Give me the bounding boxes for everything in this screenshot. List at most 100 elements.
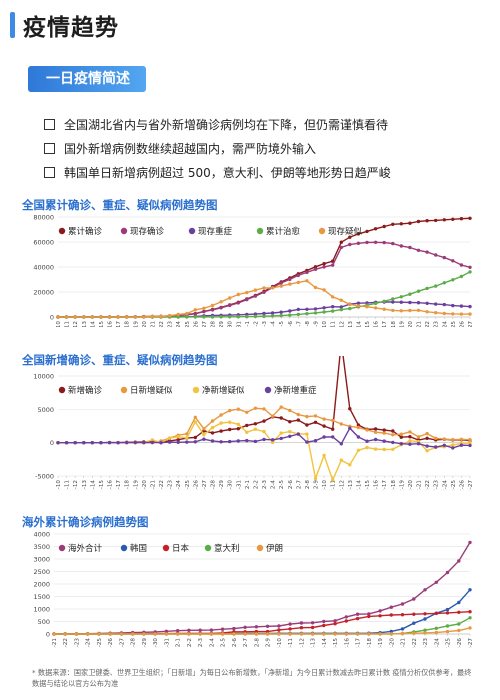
data-point	[313, 311, 318, 315]
data-point	[245, 290, 249, 295]
page-title: 疫情趋势	[23, 15, 119, 41]
data-point	[236, 439, 240, 443]
legend-item: 日本	[162, 543, 190, 554]
x-tick-label: 2-9	[314, 480, 320, 490]
data-point	[288, 429, 292, 434]
data-point	[299, 626, 304, 630]
data-point	[313, 285, 318, 290]
data-point	[262, 407, 266, 411]
data-point	[451, 217, 455, 221]
data-point	[288, 627, 292, 631]
data-point	[408, 221, 412, 225]
data-point	[185, 432, 189, 436]
data-point	[159, 441, 163, 445]
data-point	[236, 407, 240, 411]
x-tick-label: 2-8	[254, 638, 260, 648]
data-point	[442, 437, 446, 441]
x-tick-label: 1-22	[63, 638, 69, 648]
data-point	[210, 439, 215, 443]
data-point	[232, 632, 236, 636]
x-tick-label: 1-19	[133, 321, 139, 327]
data-point	[198, 632, 202, 636]
x-tick-label: 2-14	[356, 321, 362, 327]
x-tick-label: 2-10	[277, 638, 283, 648]
data-point	[348, 235, 352, 239]
data-point	[408, 300, 412, 305]
data-point	[125, 315, 129, 319]
data-point	[457, 628, 461, 633]
x-tick-label: 1-27	[202, 321, 208, 327]
data-point	[468, 270, 472, 274]
data-point	[451, 438, 455, 442]
data-point	[442, 255, 446, 260]
data-point	[310, 621, 315, 625]
x-tick-label: 1-11	[65, 480, 71, 490]
data-point	[299, 621, 304, 625]
data-point	[97, 632, 101, 636]
data-point	[270, 314, 275, 318]
data-point	[219, 300, 223, 304]
data-point	[133, 440, 137, 445]
x-tick-label: 2-8	[305, 480, 311, 490]
data-point	[125, 440, 129, 445]
x-tick-label: 1-17	[116, 321, 122, 327]
x-tick-label: 1-14	[90, 321, 96, 327]
x-tick-label: 2-26	[459, 480, 465, 490]
data-point	[339, 245, 343, 250]
y-tick-label: 60000	[33, 239, 54, 247]
legend-item: 现存确诊	[120, 226, 165, 237]
x-tick-label: 2-3	[262, 480, 268, 490]
x-tick-label: 2-19	[378, 638, 384, 648]
data-point	[133, 315, 137, 319]
legend-marker	[192, 386, 200, 394]
data-point	[400, 627, 405, 631]
data-point	[416, 301, 421, 305]
x-tick-label: 2-2	[187, 638, 193, 647]
data-point	[310, 632, 315, 636]
data-point	[193, 440, 197, 444]
data-point	[382, 439, 386, 443]
data-point	[391, 297, 395, 301]
legend-item: 韩国	[120, 543, 147, 554]
data-point	[73, 315, 77, 319]
data-point	[344, 615, 348, 619]
section-badge: 一日疫情简述	[28, 66, 146, 92]
data-point	[355, 612, 360, 616]
y-tick-label: 10000	[33, 373, 54, 381]
data-point	[373, 430, 378, 434]
x-tick-label: 2-15	[365, 480, 371, 490]
data-point	[373, 437, 378, 442]
data-point	[459, 217, 464, 221]
legend-item: 日新增疑似	[120, 385, 173, 396]
data-point	[265, 624, 270, 628]
data-point	[119, 632, 124, 636]
data-point	[82, 315, 86, 319]
y-tick-label: 2000	[33, 581, 50, 589]
data-point	[288, 408, 292, 413]
data-point	[99, 315, 103, 319]
data-point	[468, 438, 472, 442]
data-point	[344, 632, 348, 636]
legend-item: 意大利	[204, 543, 240, 554]
data-point	[425, 444, 429, 448]
data-point	[322, 306, 326, 310]
x-tick-label: 1-26	[108, 638, 114, 648]
data-point	[348, 302, 352, 307]
data-point	[228, 420, 232, 424]
data-point	[445, 570, 450, 575]
data-point	[210, 425, 215, 430]
data-point	[279, 313, 283, 318]
data-point	[262, 314, 266, 318]
x-tick-label: 1-18	[125, 321, 131, 327]
y-tick-label: 2500	[33, 568, 50, 576]
data-point	[457, 610, 461, 614]
data-point	[313, 420, 318, 424]
data-point	[445, 624, 450, 628]
data-point	[236, 301, 240, 305]
data-point	[322, 417, 326, 421]
data-point	[210, 303, 215, 308]
data-point	[245, 410, 249, 414]
legend-item: 净新增重症	[264, 385, 317, 396]
data-point	[262, 311, 266, 316]
legend-marker	[58, 544, 66, 552]
